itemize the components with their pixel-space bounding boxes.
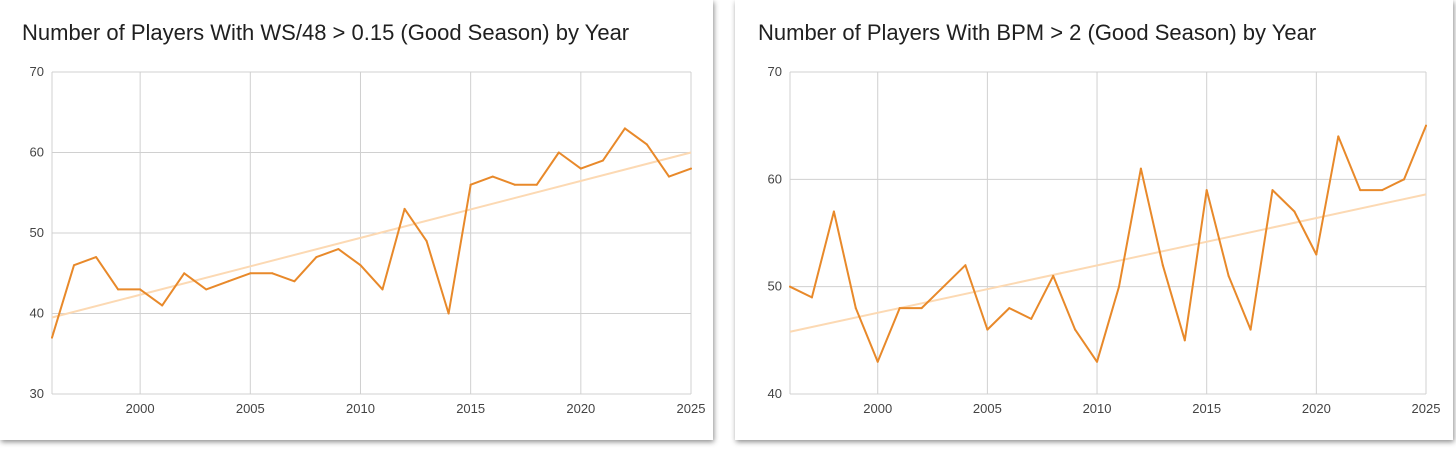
- data-point: [964, 264, 967, 267]
- data-point: [1139, 167, 1142, 170]
- data-point: [1425, 124, 1427, 127]
- chart-title: Number of Players With WS/48 > 0.15 (Goo…: [22, 20, 630, 45]
- data-point: [425, 240, 428, 243]
- data-point: [293, 280, 296, 283]
- data-point: [601, 159, 604, 162]
- x-tick-label: 2025: [677, 401, 706, 416]
- data-point: [1096, 360, 1099, 363]
- data-point: [1403, 178, 1406, 181]
- y-tick-label: 50: [768, 279, 782, 294]
- x-tick-label: 2015: [1192, 401, 1221, 416]
- data-point: [271, 272, 274, 275]
- data-point: [469, 183, 472, 186]
- data-point: [876, 360, 879, 363]
- y-tick-label: 70: [768, 64, 782, 79]
- data-point: [1205, 189, 1208, 192]
- y-tick-label: 30: [30, 386, 44, 401]
- trendline: [51, 151, 692, 319]
- data-point: [315, 256, 318, 259]
- data-points: [789, 124, 1427, 363]
- data-point: [205, 288, 208, 291]
- data-point: [1183, 339, 1186, 342]
- series-line: [51, 127, 692, 339]
- data-point: [898, 307, 901, 310]
- data-point: [491, 175, 494, 178]
- y-tick-labels: 40 50 60 70: [768, 64, 782, 401]
- x-tick-labels: 2000 2005 2010 2015 2020 2025: [126, 401, 706, 416]
- data-point: [51, 336, 53, 339]
- y-tick-label: 70: [30, 64, 44, 79]
- data-point: [95, 256, 98, 259]
- data-point: [1381, 189, 1384, 192]
- y-tick-label: 40: [768, 386, 782, 401]
- x-tick-label: 2020: [1302, 401, 1331, 416]
- data-point: [1030, 317, 1033, 320]
- ws48-line-chart: 30 40 50 60 70 2000 2005 2010 2015 2020 2025: [30, 64, 706, 416]
- y-tick-labels: 30 40 50 60 70: [30, 64, 44, 401]
- data-point: [1271, 189, 1274, 192]
- data-point: [337, 248, 340, 251]
- data-point: [1293, 210, 1296, 213]
- data-point: [557, 151, 560, 154]
- data-point: [920, 307, 923, 310]
- gridlines: [51, 71, 692, 395]
- data-point: [1227, 274, 1230, 277]
- x-tick-label: 2010: [1083, 401, 1112, 416]
- data-point: [623, 127, 626, 130]
- data-point: [942, 285, 945, 288]
- data-point: [1359, 189, 1362, 192]
- chart-title: Number of Players With BPM > 2 (Good Sea…: [758, 20, 1317, 45]
- data-point: [249, 272, 252, 275]
- data-point: [645, 143, 648, 146]
- data-point: [810, 296, 813, 299]
- x-tick-label: 2015: [456, 401, 485, 416]
- data-point: [1074, 328, 1077, 331]
- data-point: [986, 328, 989, 331]
- data-point: [1117, 285, 1120, 288]
- y-tick-label: 60: [768, 171, 782, 186]
- x-tick-label: 2025: [1412, 401, 1441, 416]
- gridlines: [789, 71, 1427, 395]
- data-point: [1008, 307, 1011, 310]
- data-point: [832, 210, 835, 213]
- y-tick-label: 50: [30, 225, 44, 240]
- data-point: [227, 280, 230, 283]
- x-tick-label: 2010: [346, 401, 375, 416]
- data-point: [789, 285, 791, 288]
- data-points: [51, 127, 692, 339]
- data-point: [1052, 274, 1055, 277]
- x-tick-label: 2005: [236, 401, 265, 416]
- data-point: [117, 288, 120, 291]
- data-point: [403, 207, 406, 210]
- data-point: [667, 175, 670, 178]
- x-tick-label: 2020: [566, 401, 595, 416]
- y-tick-label: 40: [30, 306, 44, 321]
- data-point: [139, 288, 142, 291]
- x-tick-label: 2000: [126, 401, 155, 416]
- bpm-line-chart: 40 50 60 70 2000 2005 2010 2015 2020 2025: [768, 64, 1441, 416]
- series-line: [789, 124, 1427, 363]
- data-point: [1315, 253, 1318, 256]
- data-point: [854, 307, 857, 310]
- data-point: [579, 167, 582, 170]
- data-point: [447, 312, 450, 315]
- data-point: [359, 264, 362, 267]
- y-tick-label: 60: [30, 145, 44, 160]
- x-tick-label: 2000: [863, 401, 892, 416]
- data-point: [1249, 328, 1252, 331]
- trendline: [789, 193, 1427, 333]
- data-point: [73, 264, 76, 267]
- data-point: [183, 272, 186, 275]
- data-point: [381, 288, 384, 291]
- data-point: [690, 167, 692, 170]
- x-tick-labels: 2000 2005 2010 2015 2020 2025: [863, 401, 1440, 416]
- data-point: [1161, 264, 1164, 267]
- chart-panel-bpm: Number of Players With BPM > 2 (Good Sea…: [735, 0, 1453, 440]
- data-point: [161, 304, 164, 307]
- data-point: [1337, 135, 1340, 138]
- data-point: [513, 183, 516, 186]
- data-point: [535, 183, 538, 186]
- chart-panel-ws48: Number of Players With WS/48 > 0.15 (Goo…: [0, 0, 713, 440]
- x-tick-label: 2005: [973, 401, 1002, 416]
